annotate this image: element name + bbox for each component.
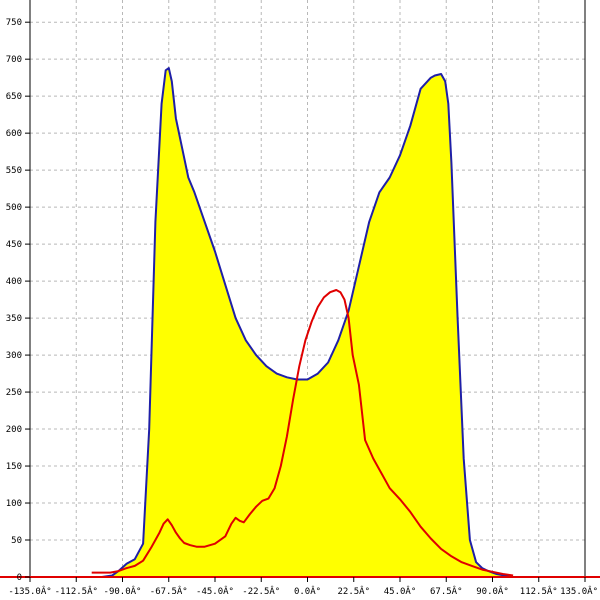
y-tick-label: 250: [6, 388, 22, 398]
y-tick-label: 300: [6, 351, 22, 361]
x-tick-label: 112.5Â°: [520, 585, 558, 597]
y-tick-label: 150: [6, 462, 22, 472]
x-tick-label: -67.5Â°: [150, 585, 188, 597]
y-tick-label: 100: [6, 499, 22, 509]
y-tick-label: 450: [6, 240, 22, 250]
y-tick-label: 700: [6, 55, 22, 65]
y-tick-label: 0: [17, 573, 22, 583]
y-tick-label: 500: [6, 203, 22, 213]
series-lines: [91, 67, 514, 578]
x-tick-label: -112.5Â°: [55, 585, 98, 597]
y-tick-label: 750: [6, 18, 22, 28]
y-tick-label: 550: [6, 166, 22, 176]
series-2-line: [91, 289, 514, 577]
series-1-line: [101, 67, 514, 578]
y-tick-label: 650: [6, 92, 22, 102]
y-tick-label: 600: [6, 129, 22, 139]
x-tick-label: -135.0Â°: [8, 585, 51, 597]
y-tick-label: 50: [11, 536, 22, 546]
series-1-area: [101, 68, 514, 577]
x-tick-label: 22.5Â°: [337, 585, 370, 597]
y-tick-labels: 0 50 100 150 200 250 300 350 400 450 500 550 600 650 7…: [6, 18, 22, 583]
x-tick-label: 135.0Â°: [560, 585, 598, 597]
x-tick-labels: -135.0Â° -112.5Â° -90.0Â° -67.5Â° -45.0Â° -22…: [8, 585, 598, 597]
axes: [0, 0, 600, 582]
series-fills: [101, 68, 514, 577]
y-tick-label: 400: [6, 277, 22, 287]
x-tick-label: 67.5Â°: [430, 585, 463, 597]
x-tick-label: 45.0Â°: [384, 585, 417, 597]
x-tick-label: 0.0Â°: [294, 585, 321, 597]
x-tick-label: -90.0Â°: [104, 585, 142, 597]
x-tick-label: -22.5Â°: [242, 585, 280, 597]
y-tick-label: 350: [6, 314, 22, 324]
y-tick-label: 200: [6, 425, 22, 435]
x-tick-label: -45.0Â°: [196, 585, 234, 597]
x-tick-label: 90.0Â°: [476, 585, 509, 597]
